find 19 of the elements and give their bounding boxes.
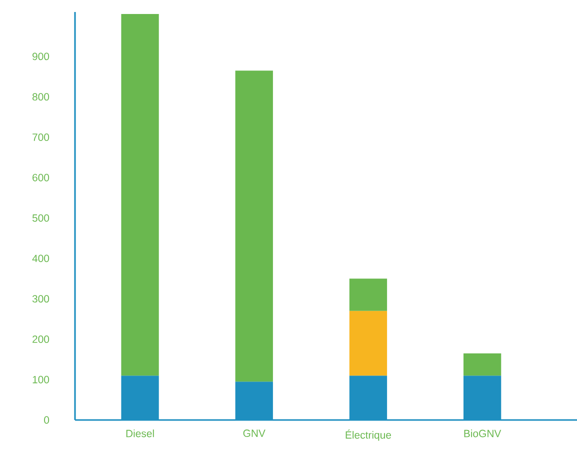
y-tick-label: 700 — [32, 134, 50, 141]
y-tick-label: 100 — [32, 376, 50, 384]
bar — [121, 14, 159, 376]
x-tick-label: BioGNV — [464, 430, 502, 438]
y-tick-label: 500 — [32, 214, 50, 222]
x-tick-label: Diesel — [126, 430, 154, 438]
x-tick-label: Électrique — [346, 430, 391, 441]
bar — [463, 353, 502, 376]
y-tick-label: 300 — [32, 295, 50, 303]
bar — [235, 70, 273, 382]
y-tick-label: 200 — [32, 336, 50, 343]
x-tick-label: GNV — [243, 430, 266, 437]
y-tick-label: 400 — [32, 254, 50, 262]
y-tick-label: 800 — [32, 93, 50, 101]
y-tick-label: 0 — [44, 416, 50, 424]
y-tick-label: 600 — [32, 174, 50, 182]
bar — [349, 310, 388, 376]
y-tick-label: 900 — [32, 52, 50, 60]
bar — [349, 278, 388, 311]
